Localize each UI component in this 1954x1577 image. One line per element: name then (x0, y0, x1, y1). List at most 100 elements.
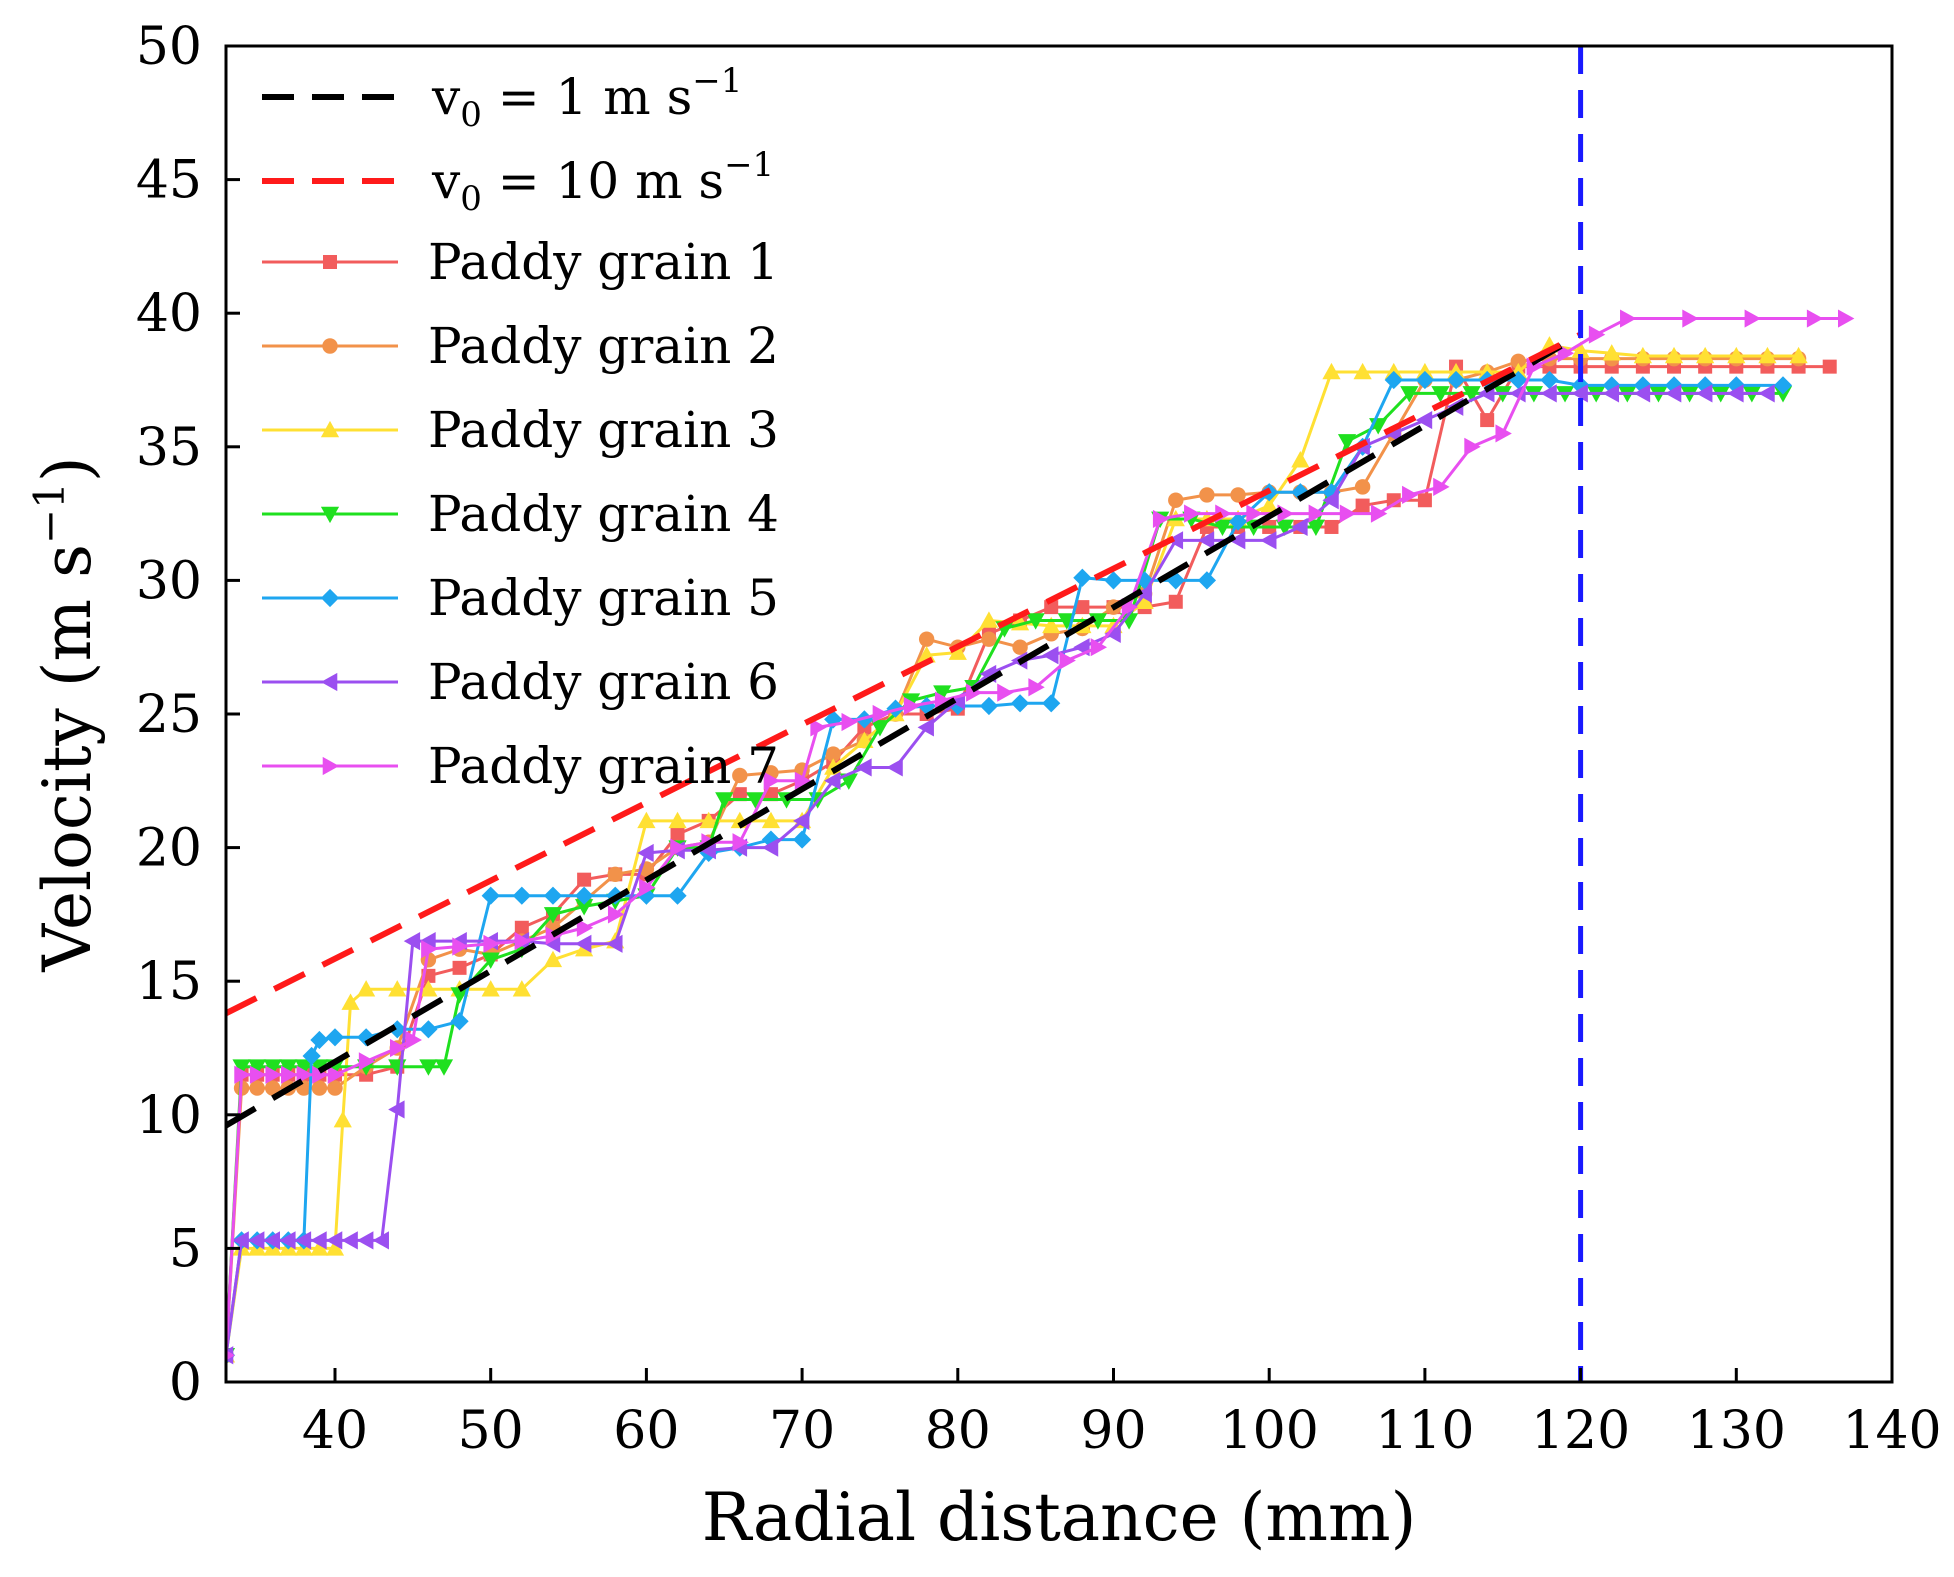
data-point (389, 1038, 407, 1058)
data-point (1415, 370, 1434, 390)
legend-fit-sub: 0 (460, 95, 482, 135)
data-point (1682, 309, 1699, 328)
data-point (1773, 376, 1793, 395)
data-point (637, 811, 656, 829)
data-point (732, 833, 749, 852)
legend-fit-sub: 0 (460, 179, 482, 219)
data-point (1744, 309, 1761, 328)
data-point (357, 1231, 374, 1250)
data-point (1246, 504, 1263, 523)
data-point (732, 767, 748, 784)
data-point (1602, 344, 1621, 361)
x-tick-label: 110 (1375, 1401, 1474, 1461)
data-point (1073, 568, 1092, 587)
data-point (934, 691, 952, 710)
data-point (1509, 384, 1526, 403)
data-point (1026, 613, 1045, 630)
data-point (670, 827, 685, 842)
legend-series-label: Paddy grain 2 (428, 317, 779, 375)
data-point (514, 920, 529, 935)
data-point (1664, 384, 1682, 403)
data-point (997, 683, 1014, 702)
data-point (825, 746, 841, 762)
data-point (792, 811, 810, 830)
data-point (810, 718, 827, 737)
x-tick-label: 50 (458, 1401, 524, 1461)
data-point (341, 993, 360, 1010)
x-tick-label: 70 (769, 1401, 835, 1461)
data-point (1042, 616, 1061, 634)
legend-fit-label: v0 = 1 m s−1 (431, 61, 742, 135)
data-point (1104, 571, 1123, 590)
data-point (576, 918, 594, 937)
data-point (1230, 487, 1246, 503)
data-point (918, 631, 935, 647)
data-point (1184, 504, 1201, 523)
y-tick-label: 10 (136, 1086, 202, 1146)
data-point (249, 1065, 267, 1084)
x-tick-label: 100 (1220, 1401, 1319, 1461)
legend-fit-v: v (431, 68, 461, 126)
data-point (824, 771, 841, 790)
y-tick-label: 40 (136, 284, 202, 344)
legend-series-label: Paddy grain 4 (428, 485, 779, 543)
data-point (1696, 346, 1715, 364)
chart-marks (226, 46, 1855, 1382)
data-point (1275, 519, 1294, 537)
data-point (1322, 491, 1339, 510)
data-point (1324, 519, 1339, 534)
data-point (481, 886, 500, 905)
data-point (1495, 424, 1512, 443)
data-point (1822, 359, 1837, 374)
x-tick-label: 80 (925, 1401, 991, 1461)
data-point (388, 980, 407, 997)
data-point (966, 683, 983, 702)
data-point (512, 886, 531, 905)
data-point (1571, 341, 1590, 358)
data-point (249, 1080, 265, 1096)
data-point (279, 1059, 298, 1076)
data-point (1042, 694, 1061, 713)
data-point (294, 1059, 313, 1076)
y-tick-label: 25 (136, 685, 202, 745)
data-point (855, 758, 872, 777)
data-point (577, 872, 592, 887)
y-tick-label: 50 (136, 17, 202, 77)
chart-axes: 40 50 60 70 80 90 100 110 120 130 140 0 5 10 15 20 25 30 3… (136, 17, 1942, 1461)
data-point (388, 1020, 407, 1039)
y-tick-label: 30 (136, 551, 202, 611)
x-axis-title: Radial distance (mm) (702, 1479, 1417, 1556)
y-tick-label: 20 (136, 819, 202, 879)
data-point (265, 1065, 282, 1084)
data-point (1602, 376, 1621, 395)
data-point (606, 934, 623, 953)
x-tick-label: 60 (613, 1401, 679, 1461)
data-point (312, 1065, 329, 1084)
data-point (419, 1020, 438, 1039)
legend-series-label: Paddy grain 7 (428, 737, 779, 795)
data-point (1727, 376, 1746, 395)
data-point (1353, 362, 1372, 380)
data-point (1228, 531, 1246, 550)
x-tick-label: 120 (1531, 1401, 1630, 1461)
data-point (948, 696, 967, 716)
data-point (358, 1052, 376, 1071)
data-point (794, 771, 812, 790)
data-point (886, 758, 903, 777)
data-point (792, 830, 812, 849)
data-point (450, 1012, 469, 1031)
data-point (333, 1111, 352, 1128)
data-point (981, 631, 997, 647)
data-point (1166, 571, 1185, 590)
data-point (1633, 346, 1652, 364)
data-point (1446, 370, 1466, 390)
data-point (979, 611, 999, 628)
data-point (1838, 309, 1855, 328)
data-point (310, 1239, 329, 1256)
data-point (512, 980, 531, 997)
data-point (607, 866, 623, 883)
data-point (1166, 531, 1184, 550)
data-point (1339, 504, 1357, 523)
data-point (1197, 571, 1217, 590)
